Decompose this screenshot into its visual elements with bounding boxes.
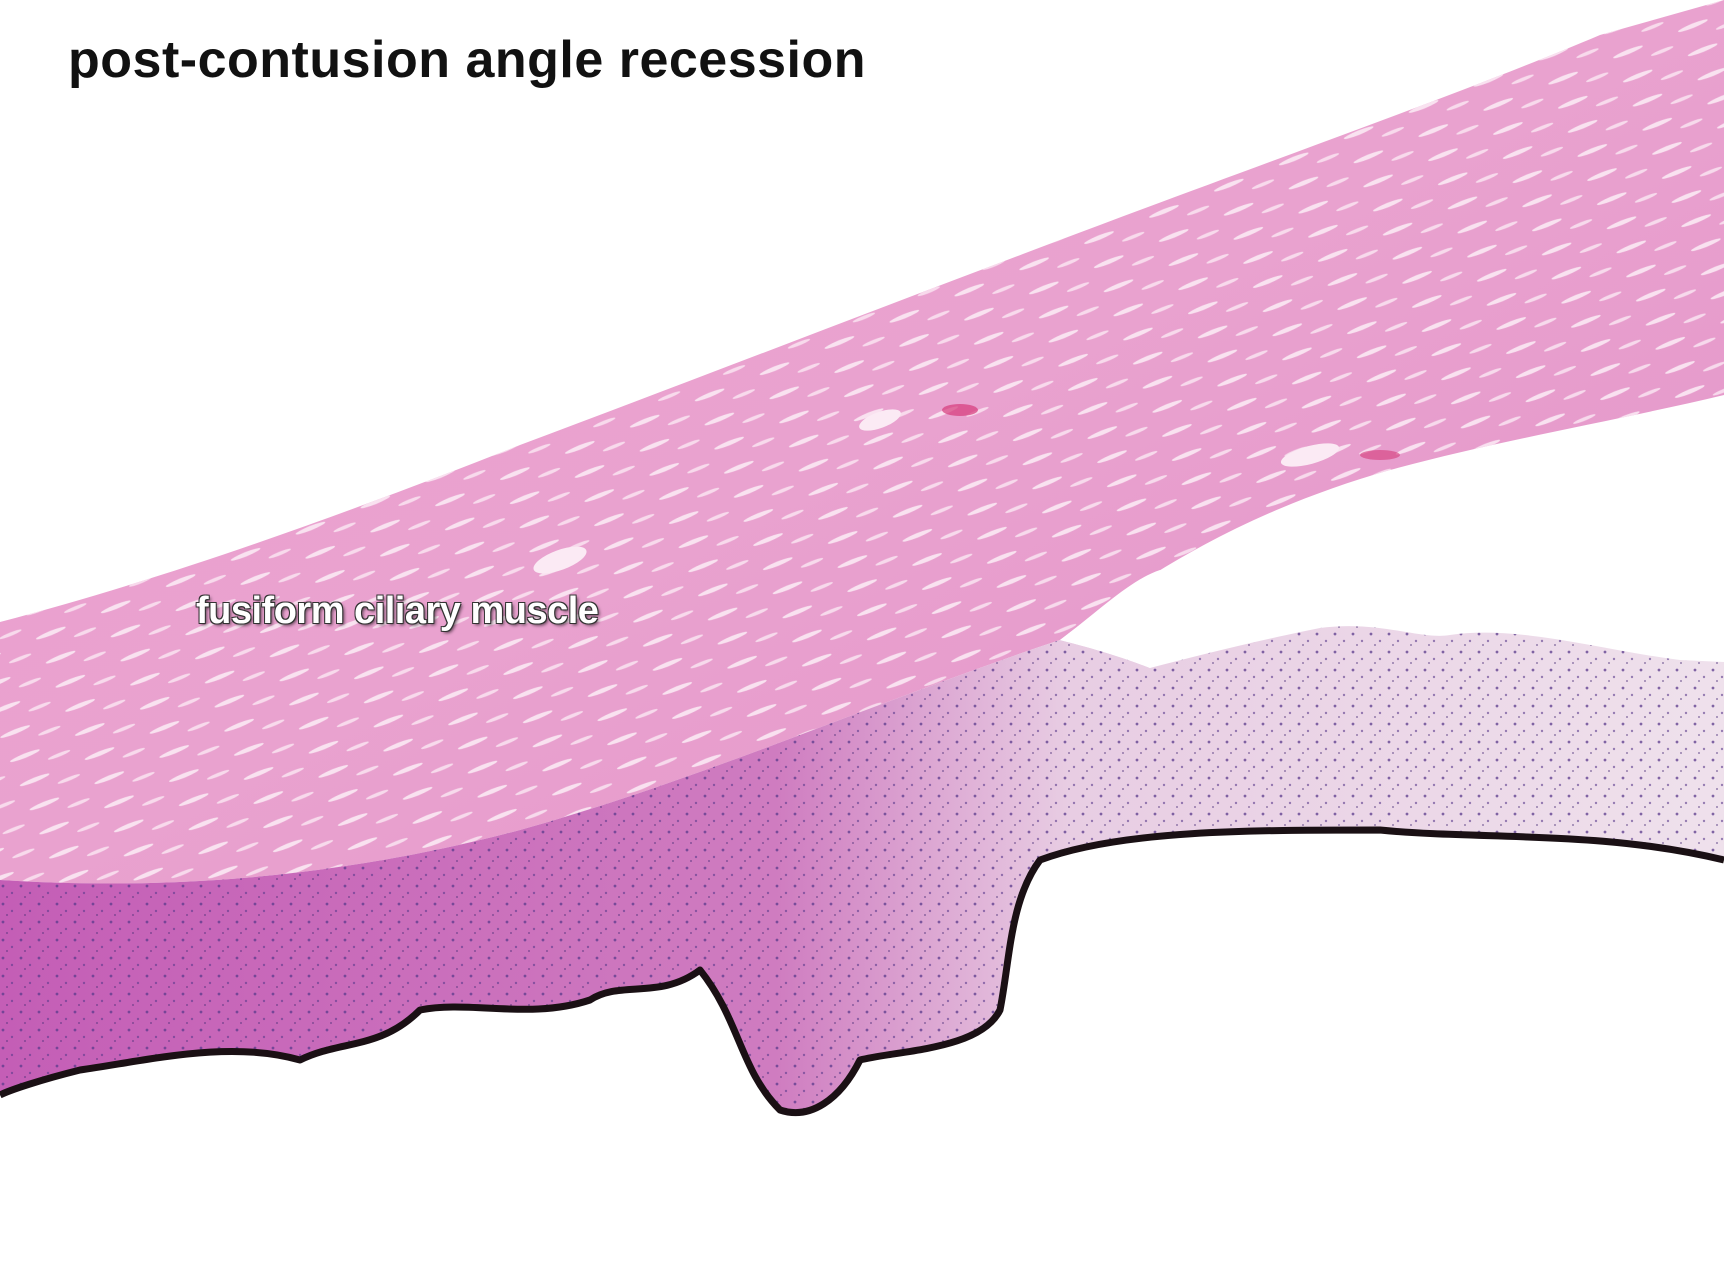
slide-title: post-contusion angle recession [68, 31, 867, 89]
recession-cleft [1060, 570, 1180, 668]
label-fusiform-ciliary-muscle: fusiform ciliary muscle [196, 590, 599, 632]
pigment-epithelium [0, 826, 1724, 1117]
